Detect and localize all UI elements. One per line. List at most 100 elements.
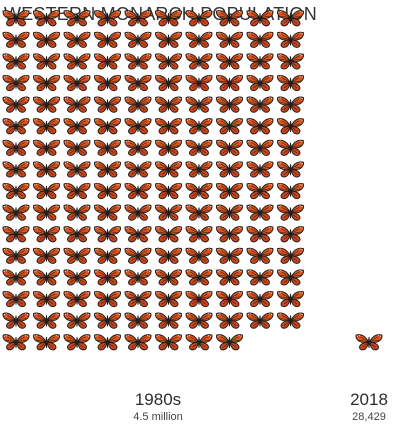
butterfly-icon-1980s [124, 31, 152, 48]
butterfly-icon-1980s [94, 96, 121, 113]
butterfly-icon-1980s [277, 312, 304, 329]
butterfly-icon-1980s [33, 226, 60, 243]
butterfly-icon-1980s [155, 53, 182, 70]
butterfly-icon-1980s [33, 161, 60, 178]
butterfly-icon-1980s [185, 182, 213, 200]
butterfly-icon-1980s [94, 247, 121, 264]
butterfly-icon-1980s [94, 161, 121, 178]
butterfly-icon-1980s [246, 161, 274, 178]
butterfly-icon-1980s [216, 161, 243, 178]
butterfly-icon-1980s [124, 161, 152, 178]
butterfly-icon-1980s [2, 182, 30, 200]
butterfly-icon-1980s [277, 31, 304, 48]
butterfly-icon-1980s [33, 118, 60, 135]
butterfly-icon-1980s [63, 31, 91, 48]
butterfly-icon-1980s [246, 182, 274, 200]
butterfly-icon-1980s [124, 247, 152, 264]
butterfly-icon-1980s [2, 312, 30, 329]
butterfly-icon-1980s [33, 31, 60, 48]
butterfly-icon-1980s [246, 269, 274, 286]
butterfly-icon-1980s [33, 53, 60, 70]
butterfly-icon-1980s [124, 74, 152, 92]
butterfly-icon-2018 [355, 334, 383, 351]
butterfly-icon-1980s [277, 182, 304, 200]
butterfly-icon-1980s [216, 247, 243, 264]
butterfly-icon-1980s [63, 247, 91, 264]
butterfly-icon-1980s [216, 74, 243, 92]
butterfly-icon-1980s [33, 182, 60, 200]
butterfly-icon-1980s [277, 204, 304, 221]
butterfly-icon-1980s [185, 118, 213, 135]
butterfly-icon-1980s [2, 139, 30, 156]
butterfly-icon-1980s [155, 204, 182, 221]
butterfly-icon-1980s [2, 161, 30, 178]
butterfly-icon-1980s [277, 10, 304, 27]
butterfly-icon-1980s [246, 74, 274, 92]
butterfly-icon-1980s [185, 226, 213, 243]
butterfly-icon-1980s [216, 290, 243, 308]
butterfly-icon-1980s [155, 74, 182, 92]
value-label-1980s: 4.5 million [133, 411, 183, 423]
butterfly-icon-1980s [94, 118, 121, 135]
butterfly-icon-1980s [2, 334, 30, 351]
butterfly-icon-1980s [124, 204, 152, 221]
butterfly-icon-1980s [155, 118, 182, 135]
butterfly-icon-1980s [94, 226, 121, 243]
butterfly-icon-1980s [2, 31, 30, 48]
butterfly-icon-1980s [94, 312, 121, 329]
butterfly-icon-1980s [277, 269, 304, 286]
butterfly-icon-1980s [63, 53, 91, 70]
butterfly-icon-1980s [216, 312, 243, 329]
butterfly-icon-1980s [277, 139, 304, 156]
butterfly-icon-1980s [155, 247, 182, 264]
butterfly-icon-1980s [277, 161, 304, 178]
butterfly-icon-1980s [155, 290, 182, 308]
butterfly-icon-1980s [124, 96, 152, 113]
butterfly-icon-1980s [155, 312, 182, 329]
butterfly-icon-1980s [124, 53, 152, 70]
butterfly-icon-1980s [63, 226, 91, 243]
butterfly-icon-1980s [216, 139, 243, 156]
butterfly-icon-1980s [185, 31, 213, 48]
butterfly-icon-1980s [155, 139, 182, 156]
category-label-2018: 2018 28,429 [329, 390, 405, 424]
value-label-2018: 28,429 [352, 411, 386, 423]
butterfly-icon-1980s [63, 10, 91, 27]
butterfly-icon-1980s [246, 96, 274, 113]
butterfly-icon-1980s [2, 226, 30, 243]
butterfly-icon-1980s [63, 74, 91, 92]
butterfly-icon-1980s [94, 53, 121, 70]
butterfly-icon-1980s [277, 247, 304, 264]
butterfly-icon-1980s [33, 290, 60, 308]
butterfly-icon-1980s [63, 182, 91, 200]
butterfly-icon-1980s [33, 312, 60, 329]
butterfly-icon-1980s [63, 312, 91, 329]
butterfly-icon-1980s [277, 96, 304, 113]
butterfly-icon-1980s [2, 290, 30, 308]
butterfly-icon-1980s [155, 334, 182, 351]
butterfly-icon-1980s [94, 74, 121, 92]
butterfly-icon-1980s [185, 74, 213, 92]
butterfly-icon-1980s [277, 226, 304, 243]
butterfly-icon-1980s [277, 290, 304, 308]
butterfly-icon-1980s [185, 10, 213, 27]
butterfly-icon-1980s [124, 226, 152, 243]
butterfly-icon-1980s [277, 118, 304, 135]
butterfly-icon-1980s [94, 10, 121, 27]
butterfly-icon-1980s [63, 161, 91, 178]
butterfly-icon-1980s [155, 96, 182, 113]
butterfly-icon-1980s [2, 247, 30, 264]
butterfly-icon-1980s [185, 204, 213, 221]
butterfly-icon-1980s [124, 312, 152, 329]
butterfly-icon-1980s [124, 290, 152, 308]
bar-1980s-icons [2, 10, 304, 351]
butterfly-icon-1980s [2, 53, 30, 70]
butterfly-icon-1980s [185, 334, 213, 351]
butterfly-icon-1980s [94, 182, 121, 200]
butterfly-icon-1980s [33, 269, 60, 286]
butterfly-icon-1980s [216, 269, 243, 286]
butterfly-icon-1980s [216, 204, 243, 221]
butterfly-icon-1980s [124, 182, 152, 200]
butterfly-icon-1980s [63, 269, 91, 286]
